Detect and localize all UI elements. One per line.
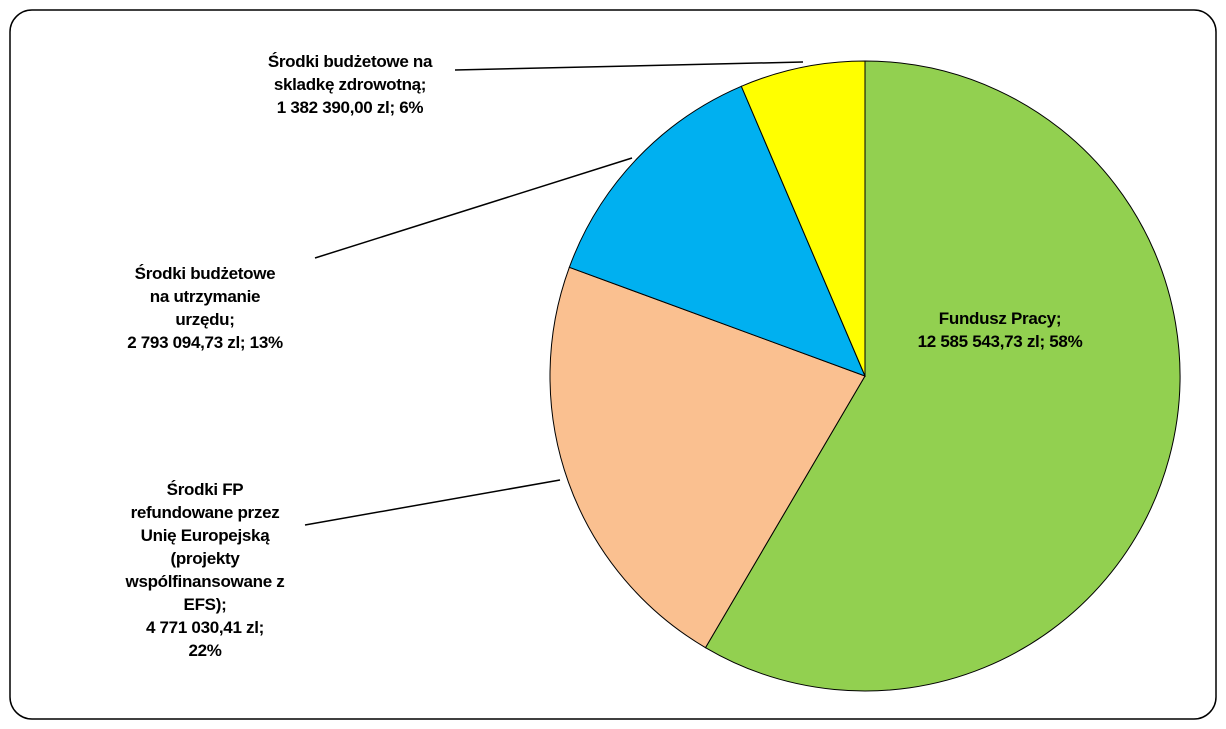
slice-value-label: 4 771 030,41 zl; 22%: [145, 618, 265, 660]
leader-line: [314, 157, 633, 259]
slice-label: Fundusz Pracy;: [938, 309, 1062, 328]
pie-slice: [549, 266, 866, 649]
slice-value-label: 2 793 094,73 zl; 13%: [127, 333, 283, 352]
slice-value-label: 1 382 390,00 zl; 6%: [276, 98, 424, 117]
pie-slice: [568, 85, 866, 377]
slice-label: Środki budżetowe na utrzymanie urzędu;: [134, 264, 276, 329]
leader-line: [304, 479, 561, 526]
pie: [549, 60, 1181, 692]
slice-value-label: 12 585 543,73 zl; 58%: [917, 332, 1083, 351]
pie-slice: [704, 60, 1181, 692]
slice-label: Środki FP refundowane przez Unię Europej…: [125, 480, 285, 614]
pie-slice: [740, 60, 866, 377]
leader-line: [454, 61, 804, 71]
slice-label: Środki budżetowe na skladkę zdrowotną;: [267, 52, 433, 94]
